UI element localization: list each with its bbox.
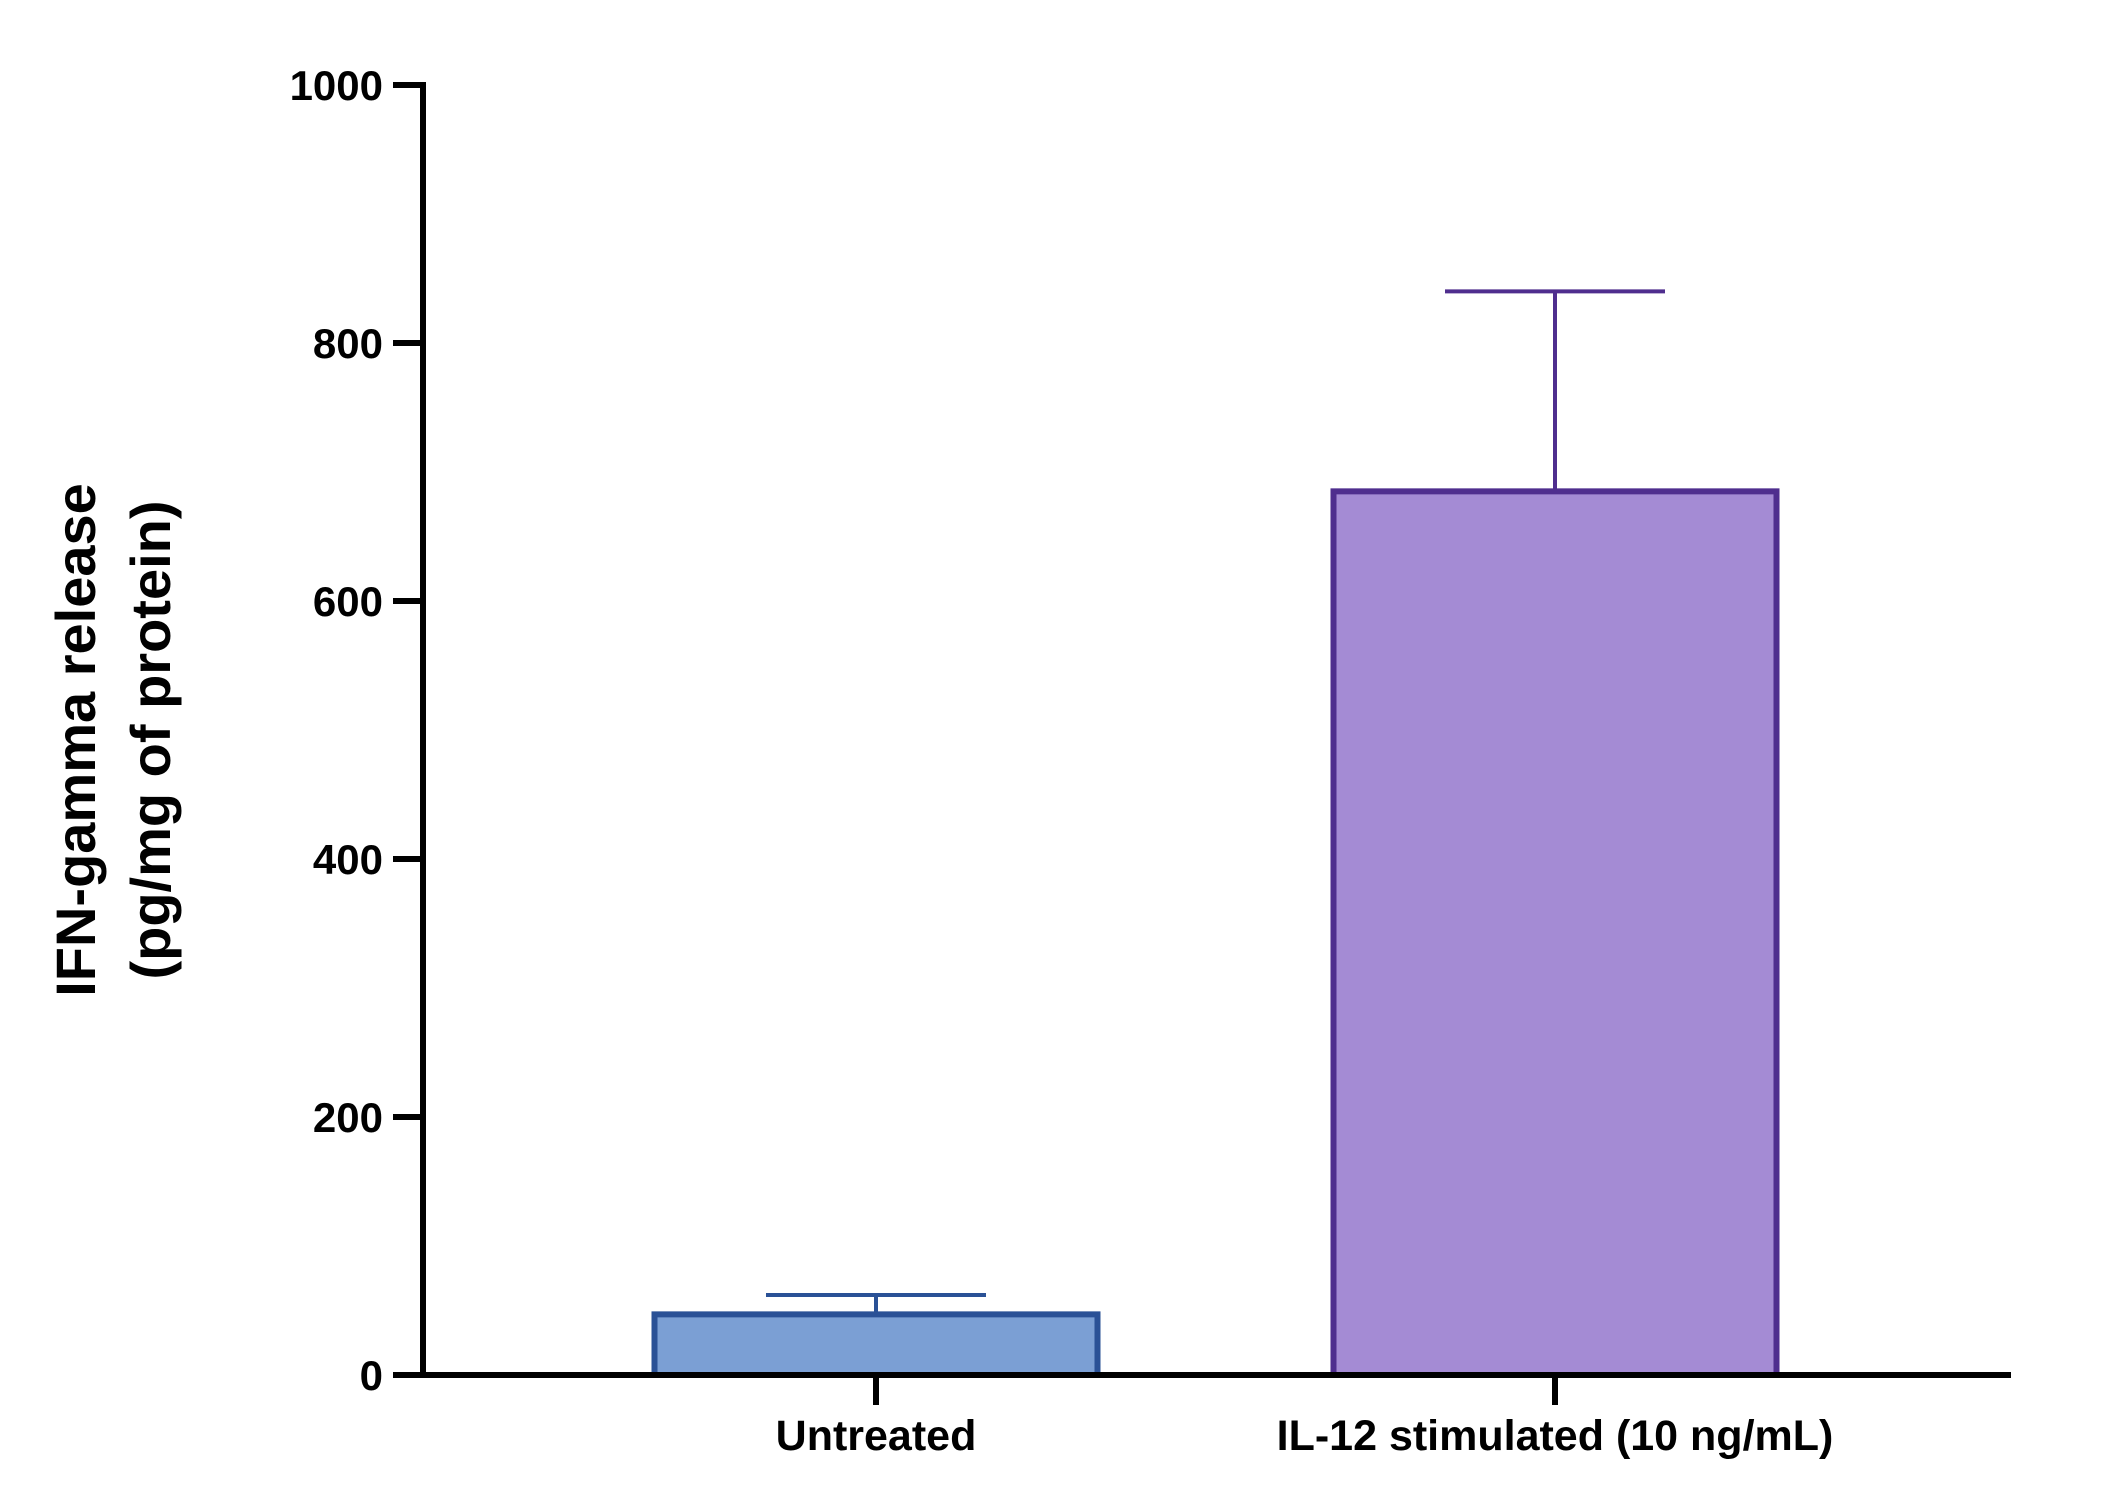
x-tick-label: Untreated [776, 1412, 977, 1460]
bar [651, 1311, 1101, 1378]
error-bars [766, 289, 1665, 1315]
y-tick-label: 400 [313, 836, 383, 883]
y-tick-label: 600 [313, 578, 383, 625]
y-axis-title: IFN-gamma release (pg/mg of protein) [44, 483, 182, 997]
y-tick-label: 0 [360, 1352, 383, 1399]
y-axis-title-line-1: IFN-gamma release [44, 483, 107, 997]
bar [1330, 488, 1780, 1379]
x-tick-label: IL-12 stimulated (10 ng/mL) [1277, 1412, 1834, 1460]
bars [651, 488, 1780, 1379]
y-tick-label: 800 [313, 320, 383, 367]
x-axis-ticks: Untreated IL-12 stimulated (10 ng/mL) [776, 1375, 1834, 1460]
y-tick-label: 200 [313, 1094, 383, 1141]
y-tick-label: 1000 [290, 62, 383, 109]
y-axis-ticks: 0 200 400 600 800 1000 [290, 62, 423, 1399]
y-axis-title-line-2: (pg/mg of protein) [119, 500, 182, 979]
